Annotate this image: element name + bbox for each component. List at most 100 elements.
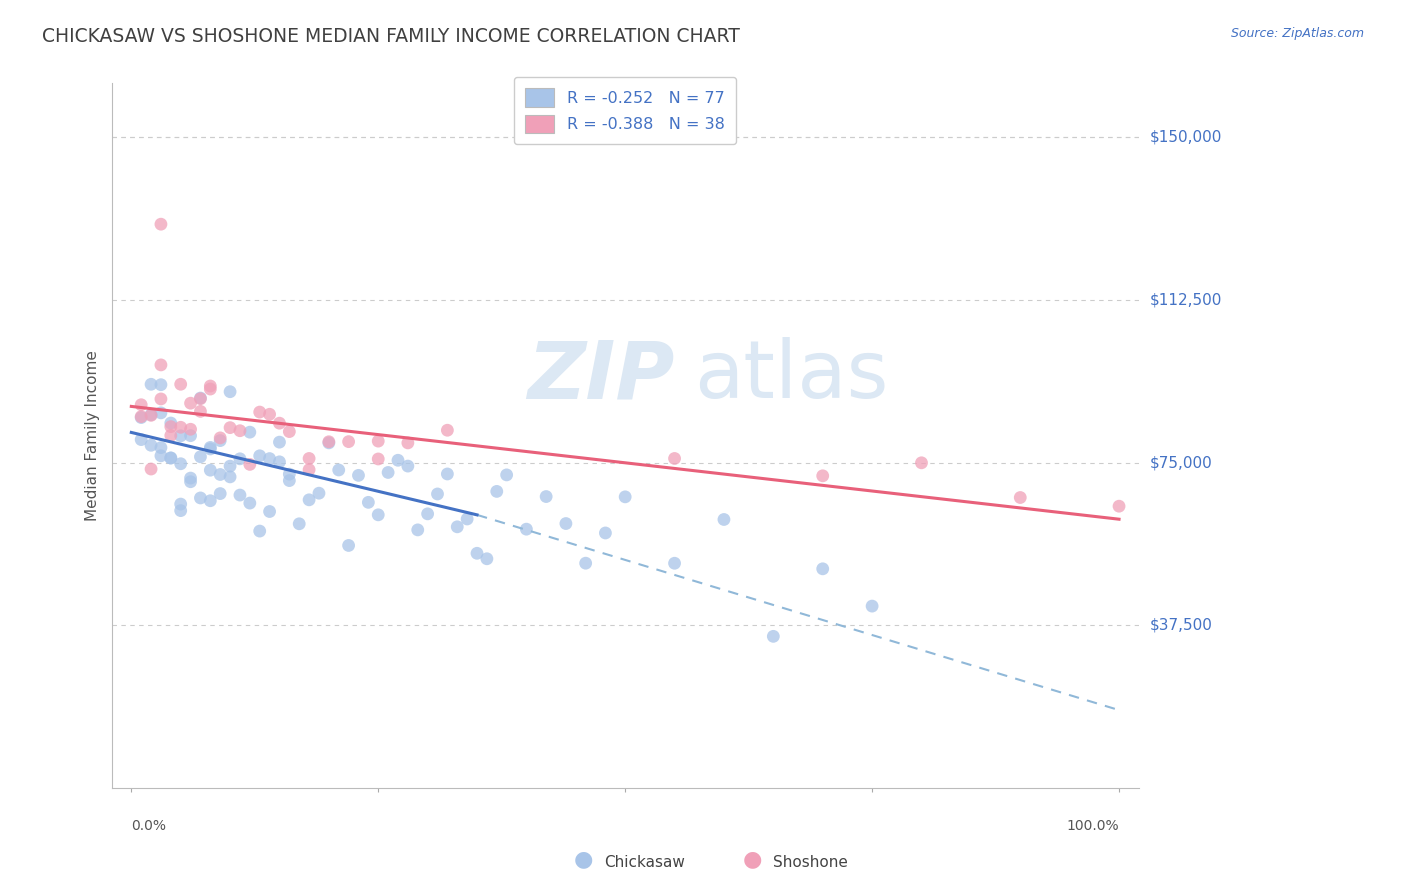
Point	[436, 423, 458, 437]
Point	[554, 516, 576, 531]
Point	[811, 562, 834, 576]
Point	[664, 556, 686, 570]
Point	[575, 556, 598, 570]
Point	[298, 451, 321, 466]
Point	[465, 546, 488, 560]
Point	[495, 467, 517, 482]
Point	[396, 459, 419, 474]
Point	[149, 377, 172, 392]
Point	[180, 422, 202, 436]
Point	[149, 392, 172, 406]
Point	[180, 471, 202, 485]
Point	[180, 396, 202, 410]
Point	[515, 522, 537, 536]
Text: $150,000: $150,000	[1150, 130, 1222, 145]
Text: atlas: atlas	[695, 337, 889, 415]
Point	[1108, 499, 1130, 513]
Point	[239, 458, 262, 472]
Text: 0.0%: 0.0%	[131, 820, 166, 833]
Point	[170, 420, 193, 434]
Point	[269, 416, 291, 430]
Point	[129, 410, 152, 425]
Point	[278, 425, 301, 439]
Point	[200, 493, 222, 508]
Text: ●: ●	[742, 850, 762, 870]
Point	[190, 391, 212, 405]
Point	[278, 474, 301, 488]
Point	[149, 406, 172, 420]
Point	[170, 503, 193, 517]
Point	[337, 538, 360, 552]
Point	[595, 526, 617, 541]
Point	[406, 523, 429, 537]
Point	[377, 466, 399, 480]
Point	[149, 449, 172, 463]
Point	[318, 435, 340, 450]
Point	[159, 450, 181, 465]
Text: CHICKASAW VS SHOSHONE MEDIAN FAMILY INCOME CORRELATION CHART: CHICKASAW VS SHOSHONE MEDIAN FAMILY INCO…	[42, 27, 740, 45]
Point	[229, 488, 252, 502]
Text: ●: ●	[574, 850, 593, 870]
Point	[229, 451, 252, 466]
Point	[298, 463, 321, 477]
Point	[1010, 491, 1032, 505]
Point	[308, 486, 330, 500]
Point	[139, 408, 162, 422]
Point	[139, 377, 162, 392]
Point	[436, 467, 458, 481]
Point	[190, 404, 212, 418]
Point	[614, 490, 637, 504]
Legend: R = -0.252   N = 77, R = -0.388   N = 38: R = -0.252 N = 77, R = -0.388 N = 38	[515, 77, 737, 145]
Point	[269, 435, 291, 450]
Text: $75,000: $75,000	[1150, 455, 1212, 470]
Point	[200, 379, 222, 393]
Point	[387, 453, 409, 467]
Point	[219, 459, 242, 474]
Point	[860, 599, 883, 613]
Text: Chickasaw: Chickasaw	[605, 855, 686, 870]
Point	[209, 467, 232, 482]
Point	[762, 629, 785, 643]
Point	[298, 492, 321, 507]
Point	[159, 428, 181, 442]
Point	[200, 441, 222, 455]
Point	[910, 456, 932, 470]
Point	[249, 449, 271, 463]
Point	[200, 382, 222, 396]
Point	[159, 416, 181, 430]
Point	[129, 398, 152, 412]
Point	[456, 512, 478, 526]
Point	[259, 407, 281, 421]
Point	[239, 496, 262, 510]
Text: $112,500: $112,500	[1150, 293, 1222, 308]
Point	[249, 405, 271, 419]
Point	[209, 431, 232, 445]
Point	[269, 455, 291, 469]
Point	[129, 433, 152, 447]
Point	[129, 409, 152, 424]
Y-axis label: Median Family Income: Median Family Income	[86, 351, 100, 521]
Text: Source: ZipAtlas.com: Source: ZipAtlas.com	[1230, 27, 1364, 40]
Point	[200, 442, 222, 456]
Text: ZIP: ZIP	[527, 337, 675, 415]
Point	[159, 419, 181, 434]
Point	[149, 217, 172, 231]
Point	[288, 516, 311, 531]
Point	[170, 429, 193, 443]
Point	[239, 425, 262, 439]
Point	[190, 450, 212, 464]
Point	[534, 490, 557, 504]
Point	[811, 468, 834, 483]
Point	[357, 495, 380, 509]
Point	[159, 450, 181, 465]
Point	[318, 434, 340, 449]
Point	[219, 384, 242, 399]
Point	[149, 441, 172, 455]
Point	[485, 484, 508, 499]
Point	[180, 475, 202, 489]
Point	[170, 457, 193, 471]
Point	[219, 470, 242, 484]
Text: $37,500: $37,500	[1150, 618, 1213, 633]
Point	[170, 377, 193, 392]
Point	[337, 434, 360, 449]
